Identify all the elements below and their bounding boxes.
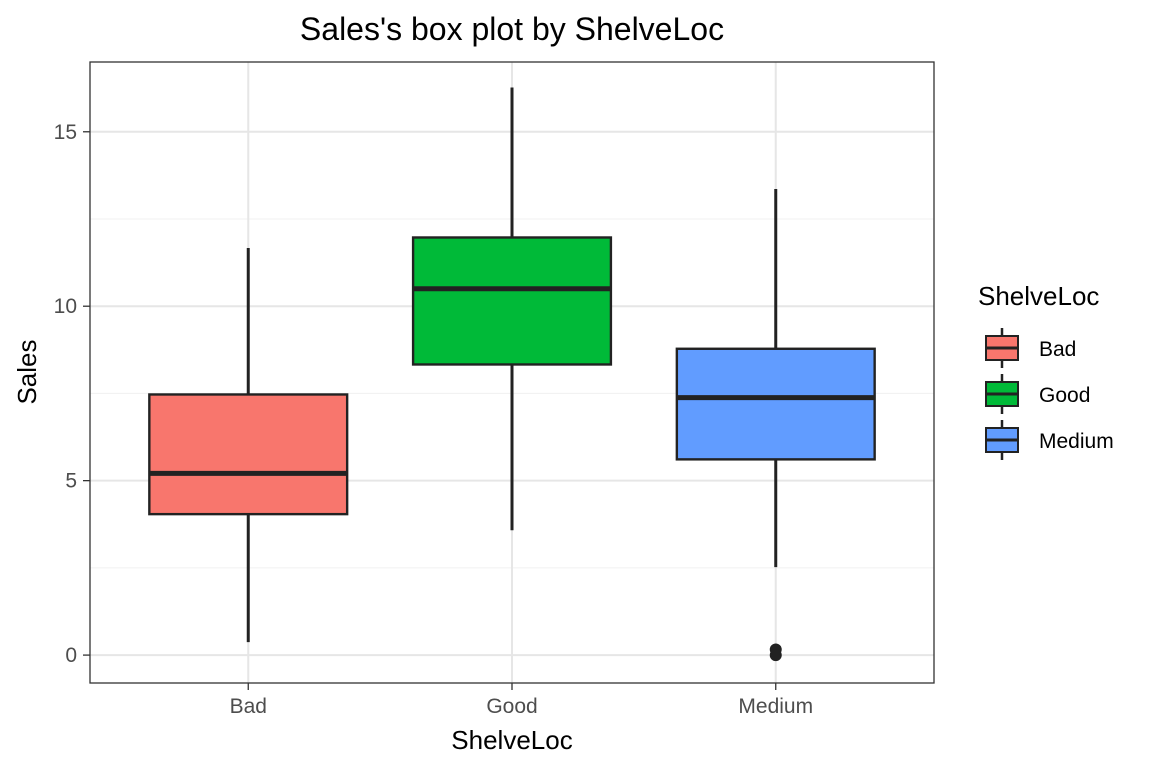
box-iqr: [411, 236, 613, 366]
y-tick-label: 10: [54, 295, 77, 318]
legend-item-bad: Bad: [985, 328, 1076, 368]
box-good: [411, 87, 613, 531]
box-iqr: [148, 393, 349, 516]
legend-item-good: Good: [985, 374, 1090, 414]
x-axis-title: ShelveLoc: [451, 725, 572, 755]
y-tick-label: 0: [65, 644, 77, 667]
legend: ShelveLoc Bad Good Medium: [978, 281, 1114, 460]
box-iqr: [675, 347, 876, 461]
box-bad: [148, 247, 349, 643]
outlier-point: [769, 643, 782, 656]
legend-label: Good: [1039, 384, 1090, 407]
y-tick-label: 15: [54, 121, 77, 144]
y-axis: 0 5 10 15: [54, 121, 90, 667]
legend-label: Medium: [1039, 430, 1114, 453]
y-tick-label: 5: [65, 470, 77, 493]
boxes: [148, 87, 876, 662]
legend-title: ShelveLoc: [978, 281, 1099, 311]
box-medium: [675, 188, 876, 662]
legend-label: Bad: [1039, 338, 1076, 361]
x-tick-label: Medium: [738, 695, 813, 718]
x-tick-label: Good: [486, 695, 537, 718]
chart-title: Sales's box plot by ShelveLoc: [300, 11, 724, 47]
y-axis-title: Sales: [12, 339, 42, 404]
x-tick-label: Bad: [230, 695, 267, 718]
x-axis: Bad Good Medium: [230, 683, 813, 718]
legend-item-medium: Medium: [985, 420, 1114, 460]
